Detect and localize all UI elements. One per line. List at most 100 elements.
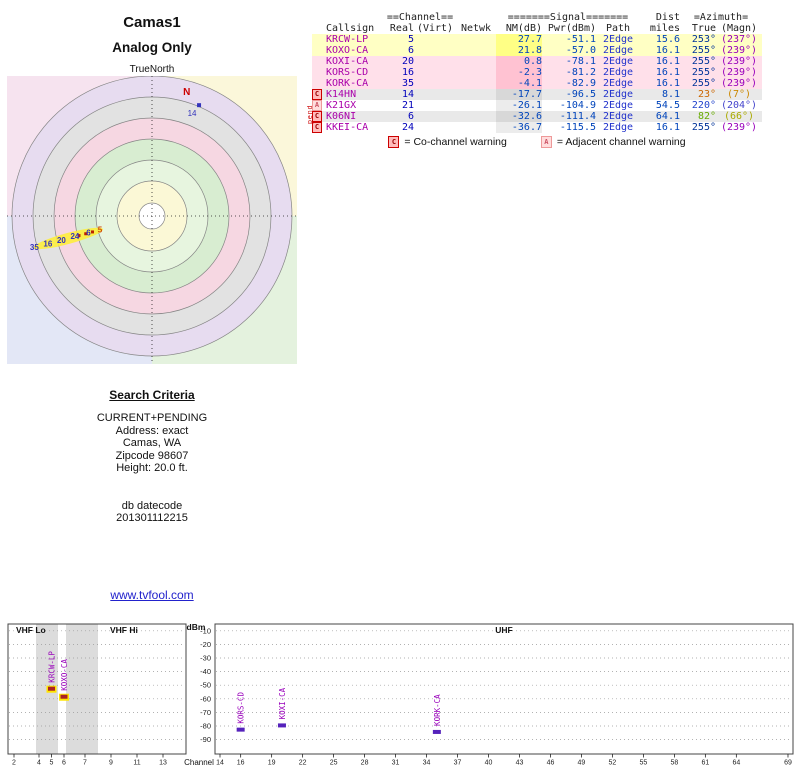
- cell-az_magn: (239°): [720, 78, 758, 89]
- cell-miles: 64.1: [655, 111, 680, 122]
- table-row: KORS-CD 16 -2.3 -81.2 2Edge 16.1 255° (239°): [312, 67, 762, 78]
- page-subtitle: Analog Only: [112, 40, 192, 55]
- search-line: [42, 475, 262, 488]
- station-marker-label: 14: [188, 109, 197, 118]
- table-row: C K14HN 14 -17.7 -96.5 2Edge 8.1 23° (7°): [312, 89, 762, 100]
- cochannel-legend-text: = Co-channel warning: [404, 136, 507, 148]
- bar-callsign-label: KOXI-CA: [278, 687, 287, 719]
- cell-az_magn: (204°): [720, 100, 758, 111]
- cell-path: 2Edge: [602, 56, 634, 67]
- cell-nm: -26.1: [496, 100, 542, 111]
- uhf-label: UHF: [495, 625, 512, 635]
- cell-virt: [414, 45, 456, 56]
- tvfool-link[interactable]: www.tvfool.com: [110, 588, 194, 602]
- search-criteria: Search Criteria CURRENT+PENDING Address:…: [42, 388, 262, 525]
- cell-virt: [414, 122, 456, 133]
- cochannel-warning-icon: C: [312, 111, 322, 122]
- cell-warn: C: [312, 111, 326, 122]
- cell-az_true: 255°: [691, 78, 716, 89]
- header-group: =Azimuth=: [693, 12, 749, 23]
- cell-az_magn: (239°): [720, 45, 758, 56]
- search-line: Zipcode 98607: [115, 449, 189, 462]
- cell-real: 35: [401, 78, 414, 89]
- cell-virt: [414, 100, 456, 111]
- cell-miles: 8.1: [661, 89, 680, 100]
- cell-path: 2Edge: [602, 67, 634, 78]
- channel-tick-label: 7: [83, 760, 87, 767]
- warning-legend: C = Co-channel warning A = Adjacent chan…: [312, 136, 762, 148]
- cluster-channel-label: 20: [57, 236, 66, 245]
- channel-tick-label: 13: [159, 760, 167, 767]
- cell-az_true: 82°: [697, 111, 716, 122]
- y-tick-label: -60: [200, 694, 211, 703]
- table-row: KRCW-LP 5 27.7 -51.1 2Edge 15.6 253° (237°): [312, 34, 762, 45]
- cell-miles: 54.5: [655, 100, 680, 111]
- cell-warn: [312, 56, 326, 67]
- cell-virt: [414, 111, 456, 122]
- cell-miles: 16.1: [655, 45, 680, 56]
- cell-az_magn: (237°): [720, 34, 758, 45]
- column-header-netwk: Netwk: [460, 23, 492, 34]
- x-axis-title: Channel: [184, 758, 214, 767]
- cell-nm: -4.1: [496, 78, 542, 89]
- cell-real: 14: [401, 89, 414, 100]
- cell-netwk: [456, 89, 496, 100]
- cell-miles: 16.1: [655, 78, 680, 89]
- cell-pwr: -57.0: [565, 45, 596, 56]
- search-line: 201301112215: [116, 512, 188, 524]
- link-row: www.tvfool.com: [42, 588, 262, 602]
- column-header-path: Path: [605, 23, 631, 34]
- column-header-az_true: True: [691, 23, 716, 34]
- channel-tick-label: 2: [12, 760, 16, 767]
- table-row: A K21GX 21 -26.1 -104.9 2Edge 54.5 220° (204°): [312, 100, 762, 111]
- channel-tick-label: 46: [547, 760, 555, 767]
- cell-pwr: -51.1: [565, 34, 596, 45]
- pending-flag: pend: [307, 104, 314, 124]
- header-group: Dist: [655, 12, 680, 23]
- cell-real: 6: [407, 45, 414, 56]
- table-row: KOXO-CA 6 21.8 -57.0 2Edge 16.1 255° (239°): [312, 45, 762, 56]
- cochannel-warning-icon: C: [312, 89, 322, 100]
- channel-tick-label: 64: [732, 760, 740, 767]
- signal-bar: [48, 686, 55, 691]
- cell-pwr: -96.5: [565, 89, 596, 100]
- cochannel-warning-icon: C: [388, 136, 400, 148]
- cell-path: 2Edge: [602, 78, 634, 89]
- cell-nm: 0.8: [496, 56, 542, 67]
- table-header-groups: ==Channel== =======Signal======= Dist =Azim…: [312, 12, 762, 23]
- search-line: Camas, WA: [122, 437, 182, 449]
- table-row: C KKEI-CA 24 -36.7 -115.5 2Edge 16.1 255° (239°): [312, 122, 762, 133]
- cell-netwk: [456, 34, 496, 45]
- channel-tick-label: 25: [330, 760, 338, 767]
- adjacent-legend-item: A = Adjacent channel warning: [540, 136, 686, 148]
- column-header-pwr: Pwr(dBm): [547, 23, 596, 34]
- header-group: [456, 12, 496, 23]
- cell-netwk: [456, 67, 496, 78]
- page-title: Camas1: [123, 14, 181, 31]
- cluster-dot: [90, 230, 94, 234]
- cell-netwk: [456, 122, 496, 133]
- column-header-nm: NM(dB): [505, 23, 542, 34]
- cell-nm: -17.7: [496, 89, 542, 100]
- cell-az_magn: (66°): [723, 111, 755, 122]
- channel-tick-label: 4: [37, 760, 41, 767]
- signal-bar: [60, 694, 68, 699]
- cell-pwr: -82.9: [565, 78, 596, 89]
- cell-path: 2Edge: [602, 122, 634, 133]
- channel-tick-label: 58: [670, 760, 678, 767]
- channel-tick-label: 31: [392, 760, 400, 767]
- cell-az_true: 255°: [691, 56, 716, 67]
- cell-warn: C: [312, 122, 326, 133]
- channel-tick-label: 55: [640, 760, 648, 767]
- channel-tick-label: 43: [516, 760, 524, 767]
- y-tick-label: -30: [200, 654, 211, 663]
- header-group: ==Channel==: [386, 12, 454, 23]
- column-header-callsign: Callsign: [326, 23, 375, 34]
- cell-path: 2Edge: [602, 45, 634, 56]
- signal-bar: [432, 729, 441, 734]
- cell-real: 6: [407, 111, 414, 122]
- cell-az_true: 255°: [691, 67, 716, 78]
- adjacent-warning-icon: A: [312, 100, 322, 111]
- search-line: Address: exact: [115, 424, 189, 437]
